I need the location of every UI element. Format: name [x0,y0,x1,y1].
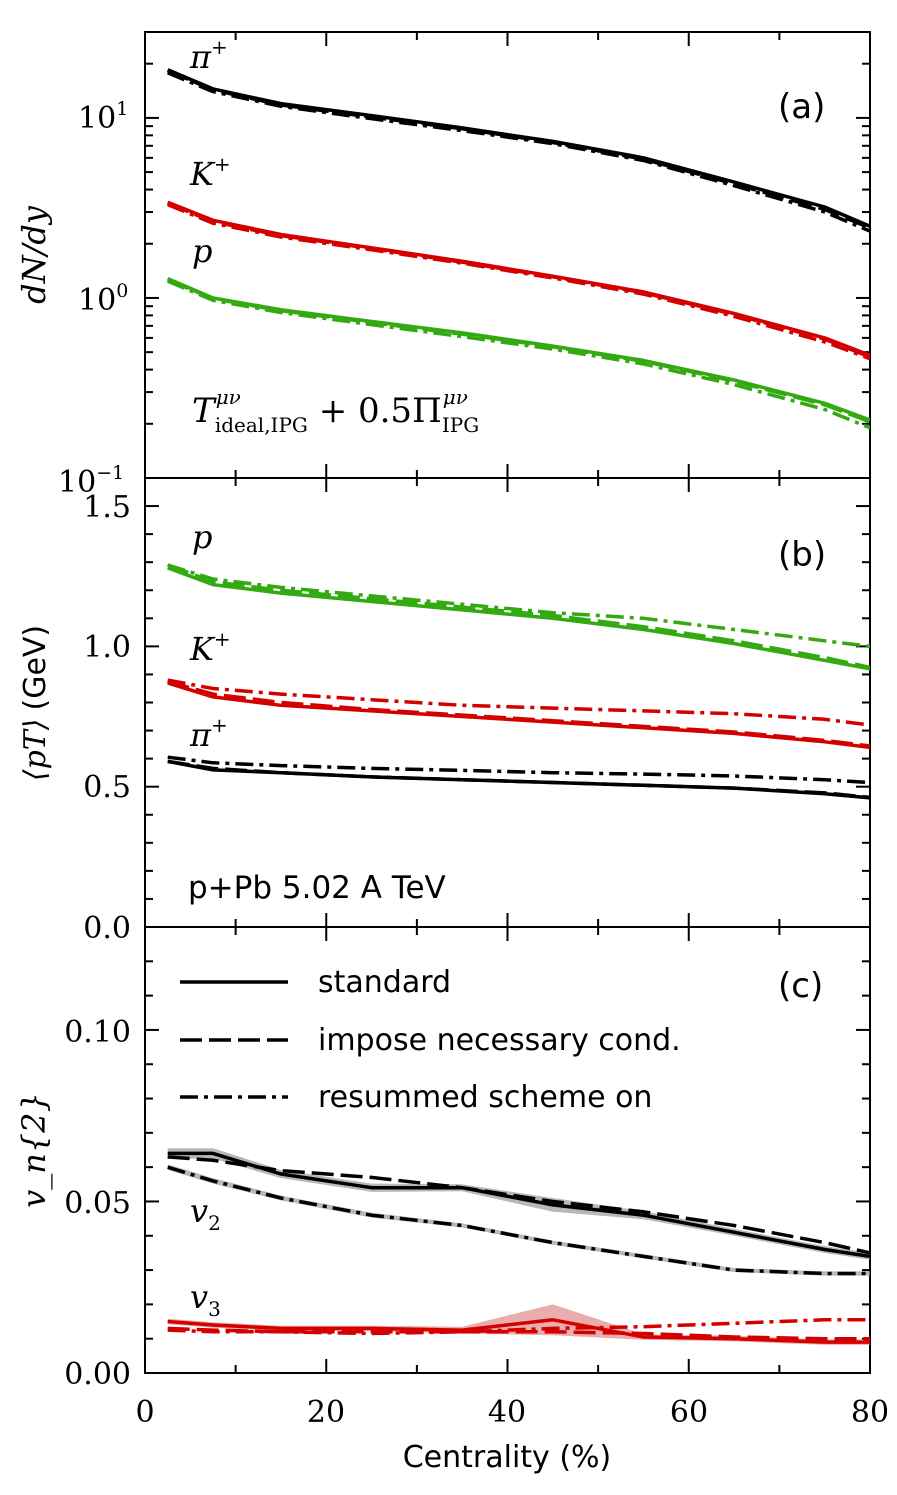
series--impose-necessary-cond- [167,759,870,800]
panel-c-frame [144,926,871,1374]
legend: standard impose necessary cond. resummed… [180,965,681,1115]
axis-ticks [144,31,871,1374]
xtick-0: 0 [135,1395,154,1430]
label-kaon-b: K+ [189,627,231,668]
xtick-60: 60 [670,1395,708,1430]
panel-c-ytick-0.10: 0.10 [64,1015,131,1050]
series-v2-impose-necessary-cond- [167,1155,870,1255]
series--impose-necessary-cond- [167,69,870,230]
series-p-standard [167,276,870,422]
series-k-standard [167,200,870,357]
panel-b-ytick-0.0: 0.0 [83,911,131,946]
label-pion-b: π+ [189,713,228,754]
label-v3: v3 [190,1278,221,1321]
xtick-80: 80 [851,1395,889,1430]
series-k-impose-necessary-cond- [167,201,870,359]
series-v2-resummed-scheme-on [167,1165,870,1276]
data-series [167,68,870,1344]
panel-b-ylabel: ⟨pT⟩(GeV) [18,625,53,781]
series-k-impose-necessary-cond- [167,679,870,748]
xtick-20: 20 [307,1395,345,1430]
panel-a-label: (a) [778,87,825,127]
legend-label-resummed: resummed scheme on [318,1080,652,1115]
panel-c-ytick-0.00: 0.00 [64,1357,131,1392]
series-p-standard [167,566,870,671]
series--resummed-scheme-on [167,755,870,785]
label-proton-b: p [192,518,212,556]
series-p-resummed-scheme-on [167,563,870,649]
band-v2-standard [167,1148,870,1260]
series-v3-resummed-scheme-on [167,1318,870,1336]
series-p-impose-necessary-cond- [167,278,870,424]
label-pion-a: π+ [189,35,228,76]
panel-c-ytick-0.05: 0.05 [64,1186,131,1221]
panel-b-ytick-0.5: 0.5 [83,770,131,805]
panel-a-ylabel: dN/dy [15,205,53,304]
series-k-resummed-scheme-on [167,678,870,727]
series-p-impose-necessary-cond- [167,563,870,670]
legend-label-standard: standard [318,965,451,1000]
panel-a-annotation: Tμν ideal,IPG + 0.5Πμν IPG [192,385,479,437]
x-axis-label: Centrality (%) [403,1440,612,1475]
svg-text:⟨pT⟩(GeV): ⟨pT⟩(GeV) [18,625,53,781]
band-v2-resummed-scheme-on [167,1164,870,1276]
uncertainty-bands [167,1148,870,1345]
xtick-40: 40 [488,1395,526,1430]
label-proton-a: p [192,232,212,270]
panel-a-ytick-10^-1: 10−1 [58,462,124,500]
panel-b-ytick-1.5: 1.5 [83,490,131,525]
series--standard [167,68,870,228]
panel-b-ytick-1.0: 1.0 [83,630,131,665]
series-p-resummed-scheme-on [167,279,870,430]
panel-b-annotation: p+Pb 5.02 A TeV [188,870,446,906]
label-v2: v2 [190,1192,221,1235]
panel-c-label: (c) [778,966,823,1006]
label-kaon-a: K+ [189,152,231,193]
panel-a-ytick-10^0: 100 [78,280,128,318]
panel-a-ytick-10^1: 101 [78,98,128,136]
series-k-resummed-scheme-on [167,202,870,361]
panel-c-ylabel: v_n{2} [15,1092,53,1208]
panel-b-label: (b) [778,535,826,575]
legend-label-necessary: impose necessary cond. [318,1023,681,1058]
series-v3-standard [167,1318,870,1344]
series--resummed-scheme-on [167,71,870,233]
